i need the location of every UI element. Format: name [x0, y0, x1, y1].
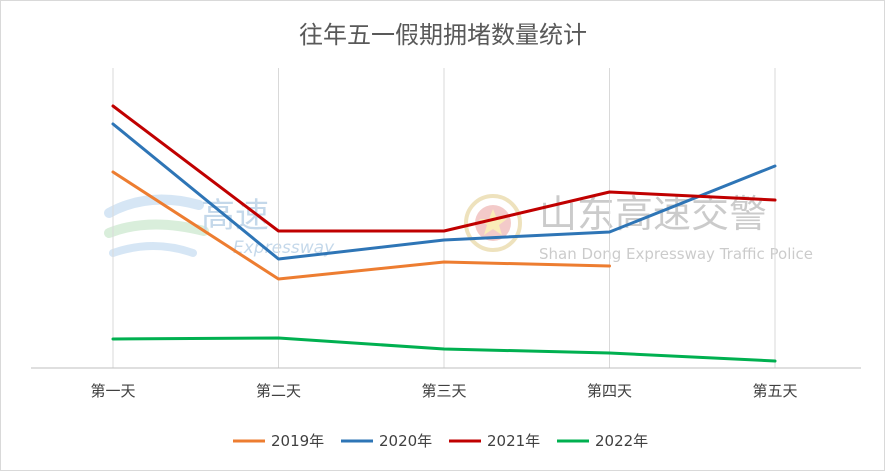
- chart-title: 往年五一假期拥堵数量统计: [299, 21, 587, 49]
- x-tick-label: 第四天: [587, 382, 632, 400]
- series-line: [111, 104, 777, 233]
- legend-item[interactable]: 2021年: [449, 432, 540, 450]
- x-tick-labels: 第一天 第二天 第三天 第四天 第五天: [90, 382, 797, 400]
- legend-label: 2020年: [379, 432, 432, 450]
- x-tick-label: 第二天: [256, 382, 301, 400]
- series-lines: [111, 104, 777, 363]
- legend-item[interactable]: 2020年: [341, 432, 432, 450]
- legend-item[interactable]: 2022年: [557, 432, 648, 450]
- legend-label: 2019年: [271, 432, 324, 450]
- police-badge-icon: [464, 194, 522, 252]
- gridlines: [112, 68, 776, 368]
- series-line: [111, 336, 777, 363]
- x-tick-label: 第三天: [421, 382, 466, 400]
- police-logo-watermark: 山东高速交警 Shan Dong Expressway Traffic Poli…: [464, 192, 813, 263]
- series-line: [111, 122, 777, 261]
- x-tick-label: 第五天: [752, 382, 797, 400]
- right-logo-sub-text: Shan Dong Expressway Traffic Police: [539, 245, 813, 263]
- expressway-logo-watermark: 高速 Expressway: [104, 194, 335, 258]
- legend-item[interactable]: 2019年: [233, 432, 324, 450]
- legend-label: 2021年: [487, 432, 540, 450]
- legend-label: 2022年: [595, 432, 648, 450]
- legend[interactable]: 2019年 2020年 2021年 2022年: [233, 432, 648, 450]
- x-tick-label: 第一天: [90, 382, 135, 400]
- series-line: [111, 170, 611, 281]
